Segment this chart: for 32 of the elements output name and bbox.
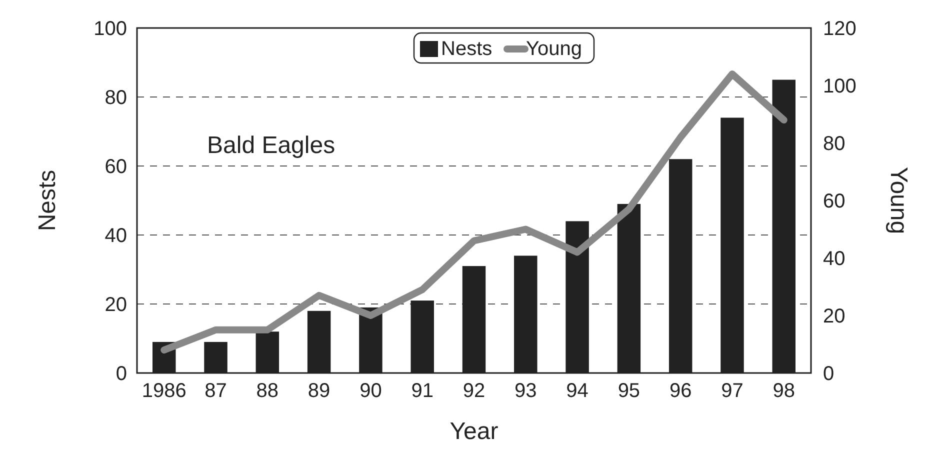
x-tick-label: 89 [308,380,330,402]
y-tick-label: 100 [94,18,127,40]
legend-label: Nests [441,38,492,60]
x-tick-label: 92 [462,380,486,402]
y2-tick-label: 120 [823,18,856,40]
x-tick-label: 87 [204,380,227,402]
x-tick-label: 88 [256,380,279,402]
y-tick-label: 80 [104,87,127,109]
y2-tick-label: 20 [823,306,846,328]
y-tick-label: 60 [104,156,127,178]
x-tick-label: 98 [772,380,796,402]
y2-tick-label: 100 [823,76,856,98]
y-tick-label: 0 [116,363,127,385]
y2-tick-label: 0 [823,363,834,385]
x-tick-label: 96 [669,380,692,402]
x-tick-label: 95 [618,380,640,402]
y2-tick-label: 80 [823,133,846,155]
x-tick-label: 97 [721,380,744,402]
y2-tick-label: 40 [823,248,846,270]
y-axis-title: Nests [34,170,61,232]
x-tick-label: 91 [411,380,434,402]
y-tick-label: 40 [104,225,127,247]
y2-tick-label: 60 [823,190,846,212]
x-tick-label: 94 [566,380,588,402]
x-tick-label: 93 [514,380,537,402]
x-tick-label: 1986 [142,380,186,402]
x-axis-title: Year [450,418,498,445]
x-tick-label: 90 [360,380,382,402]
y-tick-label: 20 [104,294,127,316]
annotation: Bald Eagles [207,132,336,159]
y2-axis-title: Young [885,166,912,234]
legend-label: Young [526,38,582,60]
